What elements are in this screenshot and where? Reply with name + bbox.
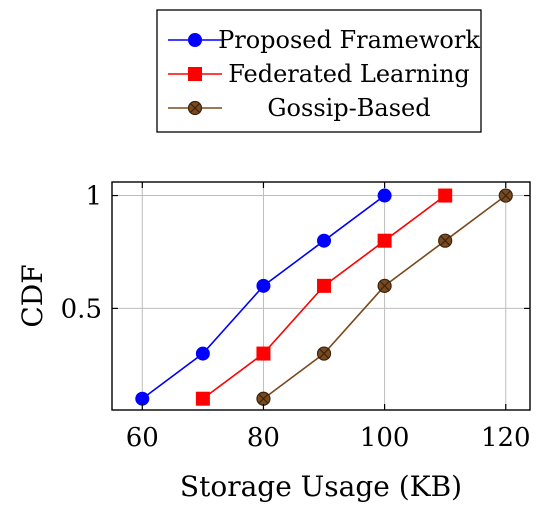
x-tick-label: 120	[481, 423, 531, 453]
legend-marker-square	[188, 67, 202, 81]
data-point	[316, 346, 332, 361]
series-federated-learning	[195, 188, 453, 406]
data-point	[135, 391, 150, 406]
ticks: 60 80 100 120 0.5 1	[61, 182, 531, 453]
y-tick-label: 0.5	[61, 294, 102, 324]
x-tick-label: 100	[360, 423, 410, 453]
y-axis-label: CDF	[16, 264, 49, 327]
data-point	[317, 233, 332, 248]
legend-box	[156, 9, 482, 133]
data-point	[438, 188, 453, 203]
data-point	[377, 233, 392, 248]
legend-item-federated-learning: Federated Learning	[168, 60, 470, 88]
data-point	[498, 188, 513, 203]
legend-marker-circle	[188, 33, 202, 47]
data-point	[256, 278, 271, 293]
data-point	[317, 278, 332, 293]
x-tick-label: 80	[247, 423, 280, 453]
legend-label: Gossip-Based	[267, 94, 430, 122]
grid	[112, 182, 530, 410]
legend: Proposed Framework Federated Learning Goss…	[156, 9, 482, 133]
series-proposed-framework	[135, 188, 392, 406]
legend-item-gossip-based: Gossip-Based	[168, 94, 431, 122]
data-point	[256, 346, 271, 361]
data-point	[438, 233, 453, 248]
data-point	[377, 188, 392, 203]
axes-frame	[111, 181, 531, 411]
x-axis-label: Storage Usage (KB)	[180, 470, 462, 503]
data-point	[195, 391, 210, 406]
y-tick-label: 1	[85, 182, 102, 212]
series-gossip-based	[256, 188, 513, 406]
x-tick-label: 60	[126, 423, 159, 453]
legend-label: Proposed Framework	[218, 26, 480, 54]
data-point	[256, 391, 271, 406]
legend-item-proposed-framework: Proposed Framework	[168, 26, 480, 54]
plot-area: 60 80 100 120 0.5 1 Storage Usage (KB) CDF	[16, 181, 531, 503]
data-point	[195, 346, 210, 361]
data-point	[377, 278, 392, 293]
series-line	[202, 194, 446, 400]
legend-label: Federated Learning	[228, 60, 470, 88]
legend-marker-otimes	[187, 100, 203, 116]
